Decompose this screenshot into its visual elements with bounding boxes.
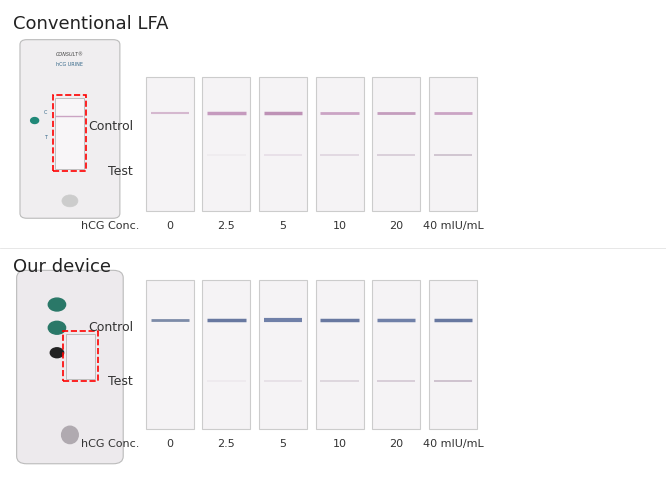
FancyBboxPatch shape <box>259 280 307 429</box>
Text: 2.5: 2.5 <box>218 439 235 449</box>
Text: Control: Control <box>88 120 133 133</box>
Bar <box>55 98 83 169</box>
Text: Our device: Our device <box>13 258 111 276</box>
Text: CONSULT®: CONSULT® <box>56 52 84 57</box>
Circle shape <box>31 118 39 124</box>
Text: 5: 5 <box>280 221 286 231</box>
FancyBboxPatch shape <box>372 280 420 429</box>
Circle shape <box>62 195 78 207</box>
FancyBboxPatch shape <box>202 77 250 211</box>
FancyBboxPatch shape <box>146 280 194 429</box>
Bar <box>66 334 95 379</box>
Text: Test: Test <box>109 375 133 388</box>
FancyBboxPatch shape <box>316 77 364 211</box>
FancyBboxPatch shape <box>146 77 194 211</box>
Text: 0: 0 <box>166 439 173 449</box>
Text: 20: 20 <box>389 439 404 449</box>
Text: 40 mIU/mL: 40 mIU/mL <box>422 221 484 231</box>
FancyBboxPatch shape <box>429 280 477 429</box>
Circle shape <box>51 348 64 358</box>
Text: 2.5: 2.5 <box>218 221 235 231</box>
FancyBboxPatch shape <box>429 77 477 211</box>
Text: hCG Conc.: hCG Conc. <box>81 439 140 449</box>
Text: Conventional LFA: Conventional LFA <box>13 15 168 33</box>
FancyBboxPatch shape <box>20 40 120 218</box>
Text: C: C <box>44 110 47 115</box>
FancyBboxPatch shape <box>259 77 307 211</box>
Text: 10: 10 <box>332 439 347 449</box>
Text: 0: 0 <box>166 221 173 231</box>
Text: 10: 10 <box>332 221 347 231</box>
Bar <box>63 331 98 381</box>
Text: hCG URINE: hCG URINE <box>57 62 83 67</box>
Text: hCG Conc.: hCG Conc. <box>81 221 140 231</box>
Text: Test: Test <box>109 165 133 178</box>
Text: 5: 5 <box>280 439 286 449</box>
Circle shape <box>48 321 65 334</box>
Text: Control: Control <box>88 321 133 334</box>
Text: 40 mIU/mL: 40 mIU/mL <box>422 439 484 449</box>
Text: 20: 20 <box>389 221 404 231</box>
FancyBboxPatch shape <box>316 280 364 429</box>
Circle shape <box>48 298 65 311</box>
FancyBboxPatch shape <box>202 280 250 429</box>
Text: T: T <box>44 135 47 140</box>
Ellipse shape <box>61 426 79 443</box>
FancyBboxPatch shape <box>17 270 123 464</box>
FancyBboxPatch shape <box>372 77 420 211</box>
Bar <box>53 95 85 171</box>
